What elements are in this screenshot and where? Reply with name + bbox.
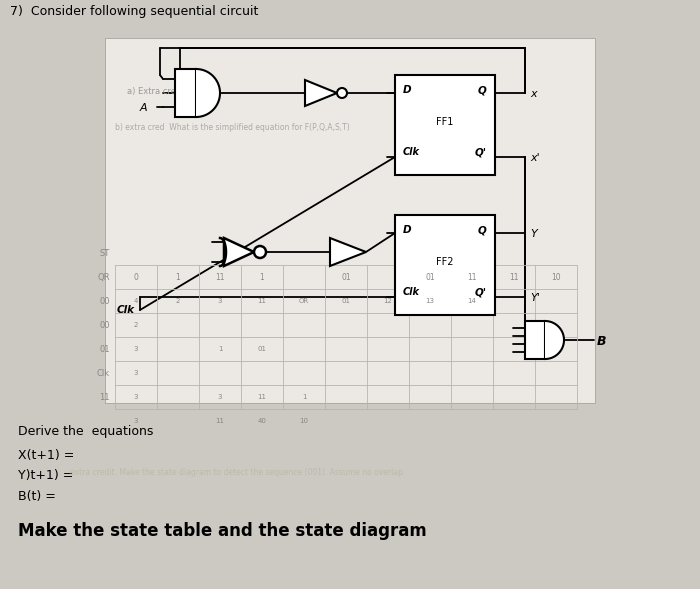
Text: 10: 10 (300, 418, 309, 424)
Polygon shape (196, 69, 220, 117)
Text: A: A (140, 103, 148, 113)
Text: f(x): f(x) (450, 442, 467, 452)
Text: 01: 01 (258, 346, 267, 352)
Text: 01: 01 (99, 345, 110, 353)
Text: 3: 3 (218, 298, 223, 304)
Text: 01: 01 (342, 298, 351, 304)
Text: Y)t+1) =: Y)t+1) = (18, 469, 74, 482)
Text: 14: 14 (468, 298, 477, 304)
Text: 11: 11 (258, 394, 267, 400)
Text: 13: 13 (426, 298, 435, 304)
Text: Y': Y' (530, 293, 540, 303)
Text: Q: Q (478, 85, 487, 95)
Text: b) extra cred  What is the simplified equation for F(P,Q,A,S,T): b) extra cred What is the simplified equ… (115, 123, 350, 132)
Text: 3: 3 (134, 418, 139, 424)
Text: Clk: Clk (403, 147, 420, 157)
Text: x': x' (530, 153, 540, 163)
Text: 01: 01 (341, 273, 351, 282)
Text: Make the state table and the state diagram: Make the state table and the state diagr… (18, 522, 427, 540)
Bar (175, 69, 196, 117)
Text: 4: 4 (134, 298, 138, 304)
Text: Clk: Clk (97, 369, 110, 378)
Bar (105, 38, 595, 403)
Text: a) Extra credit.  Wri: a) Extra credit. Wri (127, 87, 209, 96)
Text: 40: 40 (258, 418, 267, 424)
Text: FF2: FF2 (436, 257, 454, 267)
Text: 11: 11 (216, 273, 225, 282)
Text: D: D (403, 85, 412, 95)
Text: 3: 3 (218, 394, 223, 400)
Text: 11: 11 (99, 392, 110, 402)
Text: 11: 11 (510, 273, 519, 282)
Bar (395, 215, 495, 315)
Text: 11: 11 (468, 273, 477, 282)
Text: Y: Y (530, 229, 537, 239)
Text: Derive the  equations: Derive the equations (18, 425, 153, 438)
Circle shape (254, 246, 266, 258)
Bar (525, 321, 545, 359)
Text: FF1: FF1 (436, 117, 454, 127)
Polygon shape (330, 238, 366, 266)
Text: ST: ST (99, 249, 110, 257)
Text: f(x): f(x) (170, 449, 187, 459)
Text: 11: 11 (216, 418, 225, 424)
Text: 2: 2 (176, 298, 180, 304)
Text: 1: 1 (260, 273, 265, 282)
Polygon shape (545, 321, 564, 359)
Text: OR: OR (299, 298, 309, 304)
Text: B(t) =: B(t) = (18, 490, 56, 503)
Text: 1: 1 (176, 273, 181, 282)
Polygon shape (305, 80, 337, 106)
Bar (395, 75, 495, 175)
Text: 01: 01 (425, 273, 435, 282)
Text: 00: 00 (99, 320, 110, 329)
Text: x: x (530, 89, 537, 99)
Text: 11: 11 (258, 298, 267, 304)
Text: 0: 0 (134, 273, 139, 282)
Text: 10: 10 (551, 273, 561, 282)
Text: 7)  Consider following sequential circuit: 7) Consider following sequential circuit (10, 5, 258, 18)
Text: D: D (403, 225, 412, 235)
Text: 3: 3 (134, 346, 139, 352)
Circle shape (337, 88, 347, 98)
Polygon shape (224, 238, 254, 266)
Text: B: B (597, 335, 606, 348)
Text: 3: 3 (134, 370, 139, 376)
Text: 1: 1 (302, 394, 307, 400)
Text: extra credit. Make the state diagram to detect the sequence (001). Assume no ove: extra credit. Make the state diagram to … (70, 468, 403, 477)
Text: 1: 1 (218, 346, 223, 352)
Text: QR: QR (97, 273, 110, 282)
Text: Clk: Clk (403, 287, 420, 297)
Text: Clk: Clk (117, 305, 135, 315)
Text: X(t+1) =: X(t+1) = (18, 449, 74, 462)
Text: Q: Q (478, 225, 487, 235)
Text: Q': Q' (475, 287, 487, 297)
Text: Q': Q' (475, 147, 487, 157)
Text: 2: 2 (134, 322, 138, 328)
Text: 00: 00 (99, 296, 110, 306)
Text: 12: 12 (384, 298, 393, 304)
Text: 3: 3 (134, 394, 139, 400)
